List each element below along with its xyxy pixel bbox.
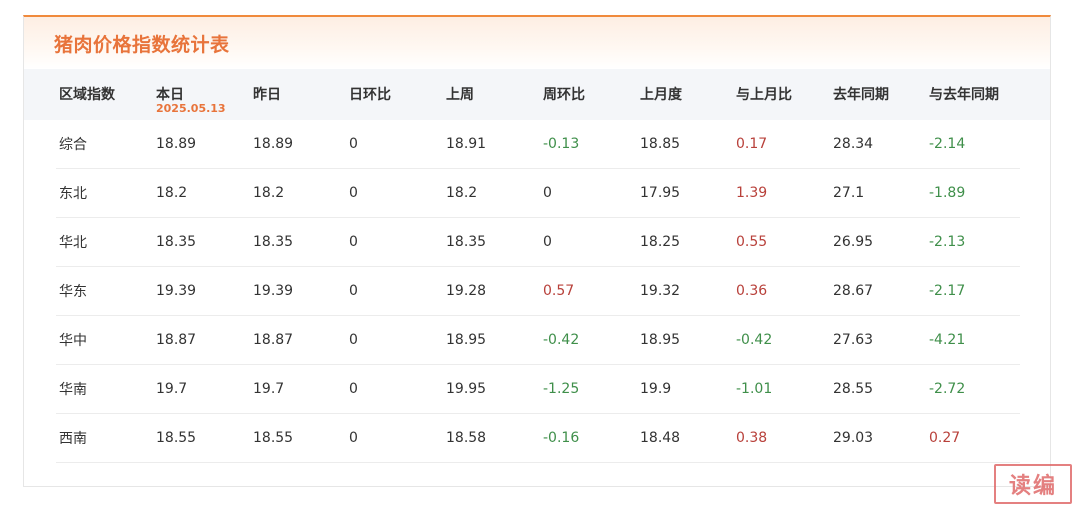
cell-last-month: 18.25 [640,234,681,250]
header-today-label: 本日 [156,87,184,103]
cell-region: 东北 [59,186,87,202]
cell-last-year: 27.1 [833,185,865,201]
header-today: 本日 2025.05.13 [156,69,226,120]
table-row: 西南 18.55 18.55 0 18.58 -0.16 18.48 0.38 29.03 0.2… [56,414,1020,463]
cell-dod: 0 [349,136,358,152]
table-body: 综合 18.89 18.89 0 18.91 -0.13 18.85 0.17 28.34 -2.… [56,120,1020,463]
cell-mom: 0.55 [736,234,768,250]
cell-last-week: 18.35 [446,234,487,250]
cell-region: 华北 [59,235,87,251]
cell-today: 18.89 [156,136,197,152]
cell-wow: -0.42 [543,332,580,348]
cell-wow: -0.16 [543,430,580,446]
table-row: 华南 19.7 19.7 0 19.95 -1.25 19.9 -1.01 28.55 -2.72 [56,365,1020,414]
cell-mom: 0.36 [736,283,768,299]
cell-last-year: 28.67 [833,283,874,299]
cell-last-week: 19.95 [446,381,487,397]
cell-yoy: -2.13 [929,234,966,250]
cell-wow: 0.57 [543,283,575,299]
cell-last-year: 28.55 [833,381,874,397]
cell-last-year: 26.95 [833,234,874,250]
cell-dod: 0 [349,381,358,397]
cell-yoy: -2.17 [929,283,966,299]
cell-mom: 0.17 [736,136,768,152]
cell-today: 19.39 [156,283,197,299]
cell-last-month: 17.95 [640,185,681,201]
cell-wow: 0 [543,185,552,201]
cell-yesterday: 18.35 [253,234,294,250]
cell-yoy: 0.27 [929,430,961,446]
cell-dod: 0 [349,430,358,446]
cell-yesterday: 18.55 [253,430,294,446]
cell-region: 综合 [59,137,87,153]
cell-mom: 1.39 [736,185,768,201]
cell-last-month: 18.95 [640,332,681,348]
cell-last-week: 18.58 [446,430,487,446]
cell-region: 华南 [59,382,87,398]
cell-yoy: -2.14 [929,136,966,152]
header-last-month: 上月度 [640,87,682,103]
cell-mom: 0.38 [736,430,768,446]
cell-dod: 0 [349,234,358,250]
table-header-row: 区域指数 本日 2025.05.13 昨日 日环比 上周 周环比 上月度 与上月… [24,69,1050,120]
cell-region: 西南 [59,431,87,447]
header-last-week: 上周 [446,87,474,103]
header-yesterday: 昨日 [253,87,281,103]
cell-region: 华中 [59,333,87,349]
cell-yoy: -4.21 [929,332,966,348]
price-index-card: 猪肉价格指数统计表 区域指数 本日 2025.05.13 昨日 日环比 上周 周… [23,15,1051,487]
cell-wow: 0 [543,234,552,250]
cell-last-week: 18.95 [446,332,487,348]
cell-yoy: -1.89 [929,185,966,201]
table-row: 综合 18.89 18.89 0 18.91 -0.13 18.85 0.17 28.34 -2.… [56,120,1020,169]
cell-dod: 0 [349,283,358,299]
cell-last-year: 29.03 [833,430,874,446]
cell-yesterday: 19.7 [253,381,285,397]
cell-yoy: -2.72 [929,381,966,397]
cell-region: 华东 [59,284,87,300]
price-index-table: 区域指数 本日 2025.05.13 昨日 日环比 上周 周环比 上月度 与上月… [24,69,1050,463]
cell-last-year: 28.34 [833,136,874,152]
table-row: 华东 19.39 19.39 0 19.28 0.57 19.32 0.36 28.67 -2.1… [56,267,1020,316]
cell-last-year: 27.63 [833,332,874,348]
title-bar: 猪肉价格指数统计表 [24,17,1050,69]
cell-last-week: 18.2 [446,185,478,201]
cell-dod: 0 [349,185,358,201]
header-last-year: 去年同期 [833,87,889,103]
header-today-date: 2025.05.13 [156,102,226,115]
cell-today: 18.87 [156,332,197,348]
cell-yesterday: 18.87 [253,332,294,348]
header-mom: 与上月比 [736,87,792,103]
cell-today: 19.7 [156,381,188,397]
cell-today: 18.2 [156,185,188,201]
cell-wow: -0.13 [543,136,580,152]
cell-mom: -1.01 [736,381,773,397]
table-title: 猪肉价格指数统计表 [54,33,230,56]
cell-yesterday: 19.39 [253,283,294,299]
cell-wow: -1.25 [543,381,580,397]
cell-last-month: 18.48 [640,430,681,446]
cell-dod: 0 [349,332,358,348]
cell-last-month: 19.32 [640,283,681,299]
cell-today: 18.35 [156,234,197,250]
header-yoy: 与去年同期 [929,87,999,103]
cell-last-week: 18.91 [446,136,487,152]
header-dod: 日环比 [349,87,391,103]
cell-last-week: 19.28 [446,283,487,299]
cell-last-month: 18.85 [640,136,681,152]
watermark-text: 读编 [1008,474,1057,499]
cell-last-month: 19.9 [640,381,672,397]
table-row: 华北 18.35 18.35 0 18.35 0 18.25 0.55 26.95 -2.13 [56,218,1020,267]
header-region: 区域指数 [59,87,115,103]
table-row: 东北 18.2 18.2 0 18.2 0 17.95 1.39 27.1 -1.89 [56,169,1020,218]
watermark-stamp: 读编 [994,464,1072,504]
cell-yesterday: 18.89 [253,136,294,152]
cell-yesterday: 18.2 [253,185,285,201]
header-wow: 周环比 [543,87,585,103]
table-row: 华中 18.87 18.87 0 18.95 -0.42 18.95 -0.42 27.63 -4… [56,316,1020,365]
cell-today: 18.55 [156,430,197,446]
cell-mom: -0.42 [736,332,773,348]
